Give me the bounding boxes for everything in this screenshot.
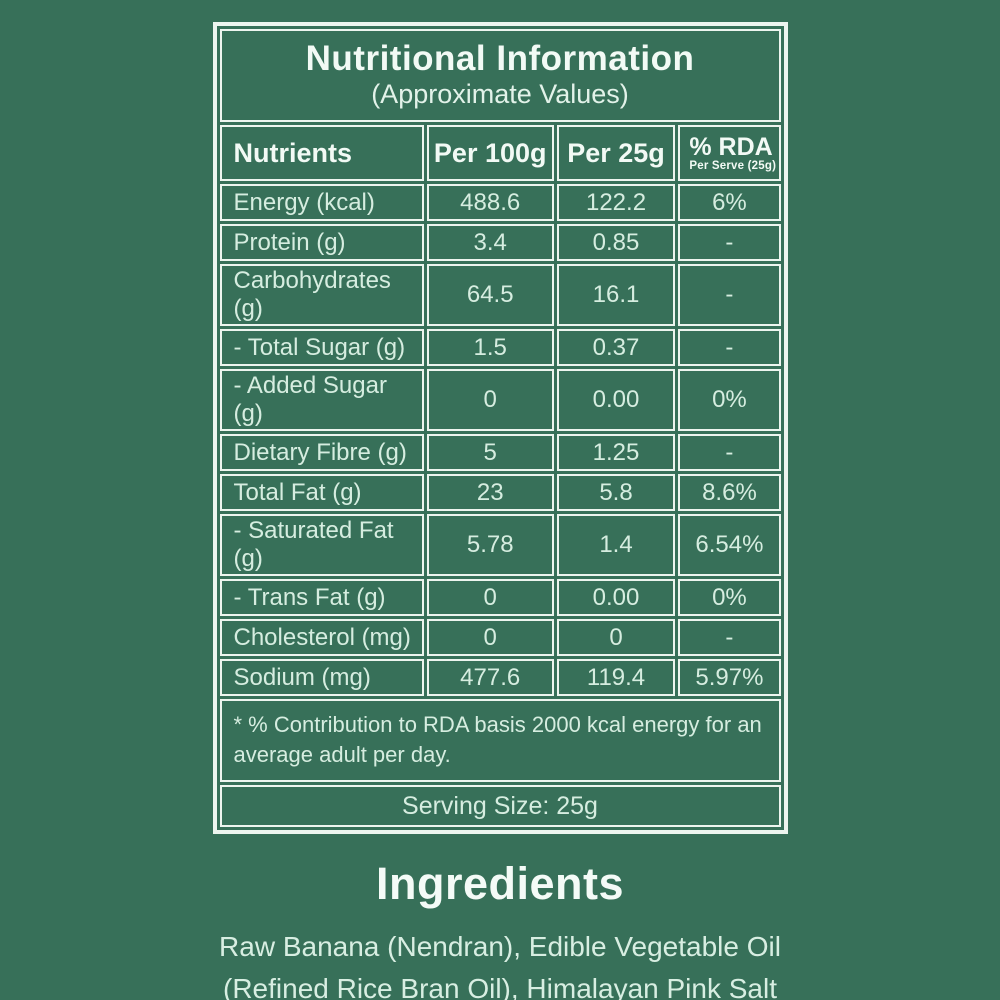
nutrient-name-cell: - Trans Fat (g) [219, 579, 424, 616]
table-title-cell: Nutritional Information (Approximate Val… [219, 29, 781, 122]
ingredients-section: Ingredients Raw Banana (Nendran), Edible… [0, 858, 1000, 1000]
per-25g-cell: 0 [556, 619, 676, 656]
rda-cell: 5.97% [678, 659, 781, 696]
nutrition-label-page: Nutritional Information (Approximate Val… [0, 22, 1000, 1000]
nutrition-facts-panel: Nutritional Information (Approximate Val… [212, 22, 788, 835]
column-header-row: Nutrients Per 100g Per 25g % RDA Per Ser… [219, 125, 781, 181]
serving-size-row: Serving Size: 25g [219, 785, 781, 828]
nutrition-table: Nutritional Information (Approximate Val… [217, 26, 784, 830]
per-100g-cell: 5 [426, 434, 554, 471]
table-row-trans-fat: - Trans Fat (g) 0 0.00 0% [219, 579, 781, 616]
per-100g-cell: 488.6 [426, 184, 554, 221]
serving-size: Serving Size: 25g [219, 785, 781, 828]
per-100g-cell: 477.6 [426, 659, 554, 696]
table-row-added-sugar: - Added Sugar (g) 0 0.00 0% [219, 369, 781, 431]
per-100g-cell: 0 [426, 619, 554, 656]
nutrient-name-cell: - Saturated Fat (g) [219, 514, 424, 576]
nutrient-name-cell: Protein (g) [219, 224, 424, 261]
nutrient-name-cell: Carbohydrates (g) [219, 264, 424, 326]
rda-cell: 0% [678, 579, 781, 616]
rda-cell: - [678, 224, 781, 261]
rda-footnote: * % Contribution to RDA basis 2000 kcal … [219, 699, 781, 783]
per-100g-cell: 1.5 [426, 329, 554, 366]
rda-label: % RDA [689, 132, 773, 161]
per-100g-cell: 0 [426, 579, 554, 616]
per-25g-cell: 0.00 [556, 369, 676, 431]
nutrient-name-cell: Cholesterol (mg) [219, 619, 424, 656]
ingredients-text: Raw Banana (Nendran), Edible Vegetable O… [219, 931, 781, 1000]
per-25g-cell: 5.8 [556, 474, 676, 511]
table-row-energy: Energy (kcal) 488.6 122.2 6% [219, 184, 781, 221]
rda-cell: 6.54% [678, 514, 781, 576]
nutrient-name-cell: Energy (kcal) [219, 184, 424, 221]
nutrient-name-cell: - Total Sugar (g) [219, 329, 424, 366]
rda-cell: - [678, 329, 781, 366]
col-header-per-100g: Per 100g [426, 125, 554, 181]
col-header-rda: % RDA Per Serve (25g) [678, 125, 781, 181]
per-100g-cell: 5.78 [426, 514, 554, 576]
rda-sublabel: Per Serve (25g) [689, 160, 777, 173]
per-100g-cell: 0 [426, 369, 554, 431]
panel-title: Nutritional Information [305, 39, 695, 78]
per-25g-cell: 119.4 [556, 659, 676, 696]
nutrient-name-cell: Sodium (mg) [219, 659, 424, 696]
per-25g-cell: 122.2 [556, 184, 676, 221]
per-25g-cell: 0.00 [556, 579, 676, 616]
col-header-nutrients: Nutrients [219, 125, 424, 181]
per-25g-cell: 0.85 [556, 224, 676, 261]
table-row-protein: Protein (g) 3.4 0.85 - [219, 224, 781, 261]
nutrient-name-cell: Total Fat (g) [219, 474, 424, 511]
table-row-sodium: Sodium (mg) 477.6 119.4 5.97% [219, 659, 781, 696]
per-25g-cell: 1.25 [556, 434, 676, 471]
rda-cell: 8.6% [678, 474, 781, 511]
rda-cell: - [678, 264, 781, 326]
per-25g-cell: 0.37 [556, 329, 676, 366]
table-row-dietary-fibre: Dietary Fibre (g) 5 1.25 - [219, 434, 781, 471]
table-row-total-fat: Total Fat (g) 23 5.8 8.6% [219, 474, 781, 511]
per-25g-cell: 1.4 [556, 514, 676, 576]
footnote-row: * % Contribution to RDA basis 2000 kcal … [219, 699, 781, 783]
rda-cell: 0% [678, 369, 781, 431]
rda-cell: - [678, 619, 781, 656]
table-row-saturated-fat: - Saturated Fat (g) 5.78 1.4 6.54% [219, 514, 781, 576]
table-row-cholesterol: Cholesterol (mg) 0 0 - [219, 619, 781, 656]
rda-cell: 6% [678, 184, 781, 221]
panel-subtitle: (Approximate Values) [371, 79, 629, 109]
table-row-total-sugar: - Total Sugar (g) 1.5 0.37 - [219, 329, 781, 366]
per-25g-cell: 16.1 [556, 264, 676, 326]
nutrient-name-cell: - Added Sugar (g) [219, 369, 424, 431]
per-100g-cell: 3.4 [426, 224, 554, 261]
ingredients-heading: Ingredients [375, 858, 625, 910]
per-100g-cell: 23 [426, 474, 554, 511]
table-row-carbohydrates: Carbohydrates (g) 64.5 16.1 - [219, 264, 781, 326]
per-100g-cell: 64.5 [426, 264, 554, 326]
rda-cell: - [678, 434, 781, 471]
title-row: Nutritional Information (Approximate Val… [219, 29, 781, 122]
nutrient-name-cell: Dietary Fibre (g) [219, 434, 424, 471]
col-header-per-25g: Per 25g [556, 125, 676, 181]
